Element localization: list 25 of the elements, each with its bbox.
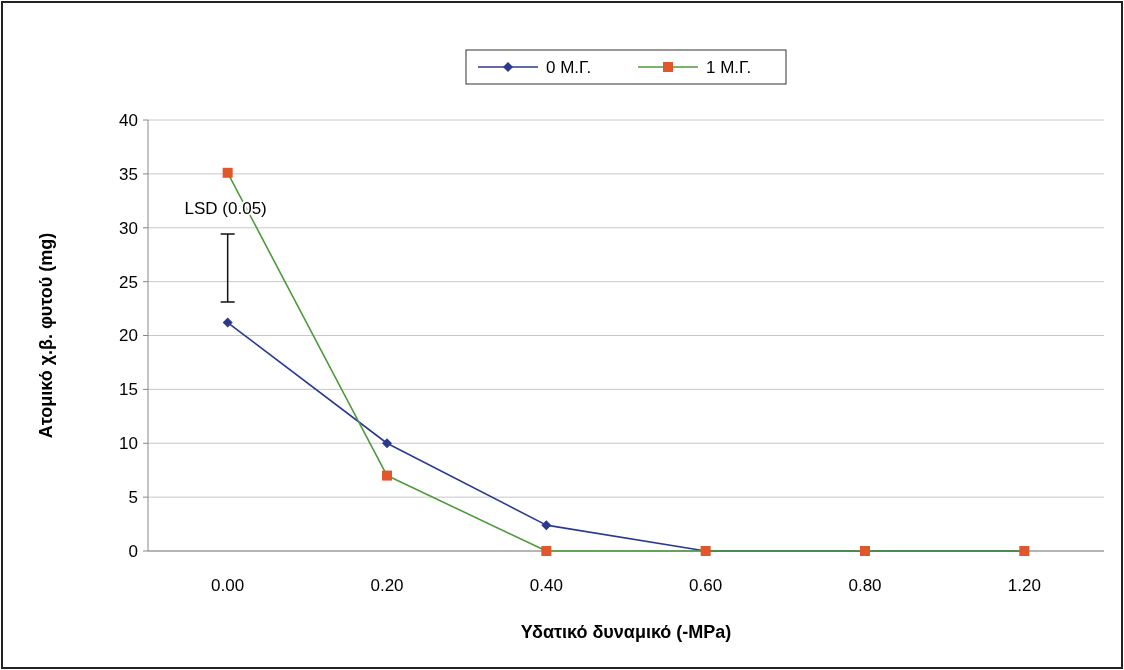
point — [382, 470, 392, 481]
x-axis-title: Υδατικό δυναμικό (-MPa) — [520, 622, 732, 642]
point — [222, 317, 233, 328]
point — [541, 520, 552, 531]
x-tick-label: 1.20 — [1007, 576, 1041, 595]
y-tick-label: 30 — [119, 218, 138, 238]
y-tick-label: 0 — [128, 541, 138, 561]
y-tick-label: 5 — [128, 488, 138, 508]
x-tick-label: 0.00 — [211, 576, 245, 595]
y-tick-label: 25 — [119, 272, 138, 292]
point — [382, 438, 392, 449]
y-tick-label: 40 — [119, 110, 138, 130]
legend-label: 0 Μ.Γ. — [546, 57, 592, 77]
point — [541, 546, 552, 556]
y-tick-label: 10 — [119, 434, 138, 454]
legend-label: 1 Μ.Γ. — [706, 57, 752, 77]
x-tick-label: 0.60 — [689, 576, 723, 595]
y-tick-label: 20 — [119, 326, 138, 346]
y-tick-label: 35 — [119, 164, 138, 184]
x-tick-label: 0.20 — [370, 576, 404, 595]
x-tick-label: 0.40 — [529, 576, 563, 595]
point — [222, 167, 233, 178]
x-tick-label: 0.80 — [848, 576, 882, 595]
y-tick-label: 15 — [119, 380, 138, 400]
y-axis-title: Ατομικό χ.β. φυτού (mg) — [36, 232, 56, 439]
